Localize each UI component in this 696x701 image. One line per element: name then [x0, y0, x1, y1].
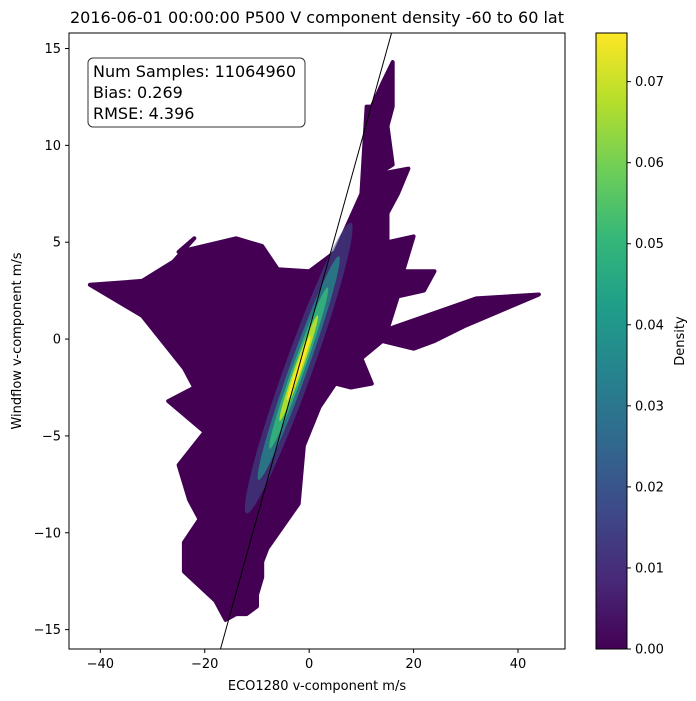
stats-num-samples: Num Samples: 11064960: [93, 62, 296, 81]
plot-frame: [68, 32, 566, 650]
chart-title: 2016-06-01 00:00:00 P500 V component den…: [70, 8, 564, 27]
colorbar-gradient: [595, 32, 628, 650]
y-tick-label: −10: [34, 526, 61, 541]
y-tick-label: 15: [44, 42, 61, 57]
stats-box: Num Samples: 11064960 Bias: 0.269 RMSE: …: [87, 57, 306, 128]
x-tick-label: −40: [87, 657, 114, 672]
colorbar-ticks: 0.00 0.01 0.02 0.03 0.04 0.05 0.06 0.07: [627, 75, 664, 658]
x-tick-label: −20: [191, 657, 218, 672]
y-axis-ticks: −15 −10 −5 0 5 10 15: [34, 42, 69, 638]
x-tick-label: 0: [305, 657, 313, 672]
y-tick-label: 5: [53, 236, 61, 251]
x-tick-label: 20: [405, 657, 422, 672]
colorbar-tick-label: 0.04: [635, 318, 664, 333]
colorbar-tick-label: 0.07: [635, 75, 664, 90]
x-axis-label: ECO1280 v-component m/s: [228, 679, 406, 694]
y-tick-label: −15: [34, 623, 61, 638]
stats-bias: Bias: 0.269: [93, 83, 183, 102]
plot-area: [87, 33, 541, 649]
colorbar-label: Density: [673, 316, 688, 366]
y-axis-label: Windflow v-component m/s: [10, 252, 25, 429]
colorbar-tick-label: 0.06: [635, 156, 664, 171]
colorbar: 0.00 0.01 0.02 0.03 0.04 0.05 0.06 0.07 Density: [595, 32, 688, 658]
y-tick-label: 0: [53, 333, 61, 348]
reference-line: [219, 33, 393, 649]
y-tick-label: 10: [44, 139, 61, 154]
stats-rmse: RMSE: 4.396: [93, 104, 194, 123]
colorbar-tick-label: 0.02: [635, 480, 664, 495]
colorbar-tick-label: 0.00: [635, 643, 664, 658]
colorbar-tick-label: 0.01: [635, 561, 664, 576]
stats-box-frame: [87, 57, 306, 128]
x-axis-ticks: −40 −20 0 20 40: [87, 649, 527, 672]
colorbar-tick-label: 0.05: [635, 237, 664, 252]
y-tick-label: −5: [42, 429, 61, 444]
colorbar-tick-label: 0.03: [635, 399, 664, 414]
x-tick-label: 40: [510, 657, 527, 672]
